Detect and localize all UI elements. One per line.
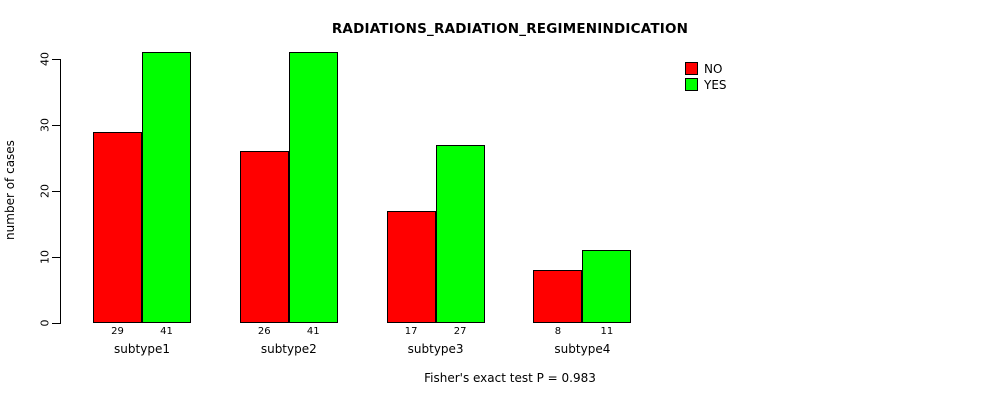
bar-no-subtype1 (93, 131, 142, 323)
y-tick-label: 30 (38, 118, 52, 132)
bar-yes-subtype4 (582, 250, 632, 323)
category-label-subtype4: subtype4 (554, 342, 611, 356)
value-label-yes-subtype4: 11 (600, 326, 614, 337)
y-tick (52, 323, 60, 324)
y-tick (52, 191, 60, 192)
legend-label-no: NO (704, 61, 723, 76)
y-tick (52, 257, 60, 258)
value-label-no-subtype3: 17 (404, 326, 418, 337)
legend-label-yes: YES (704, 77, 727, 92)
bar-yes-subtype2 (288, 52, 338, 323)
y-axis-line (60, 59, 61, 324)
chart-title: RADIATIONS_RADIATION_REGIMENINDICATION (331, 21, 689, 37)
value-label-yes-subtype2: 41 (306, 326, 320, 337)
bar-yes-subtype1 (142, 52, 191, 323)
y-tick-label: 0 (38, 319, 52, 327)
bar-no-subtype4 (533, 270, 583, 323)
value-label-no-subtype2: 26 (257, 326, 271, 337)
footer-note: Fisher's exact test P = 0.983 (424, 371, 596, 385)
value-label-yes-subtype3: 27 (453, 326, 467, 337)
value-label-yes-subtype1: 41 (160, 326, 173, 337)
value-label-no-subtype4: 8 (554, 326, 562, 337)
category-label-subtype2: subtype2 (260, 342, 317, 356)
legend-swatch-no (685, 62, 698, 75)
bar-yes-subtype3 (435, 144, 485, 323)
legend: NO YES (685, 61, 727, 93)
bar-no-subtype2 (239, 151, 289, 323)
legend-swatch-yes (685, 78, 698, 91)
y-tick (52, 125, 60, 126)
legend-item-yes: YES (685, 77, 727, 92)
y-axis-label: number of cases (3, 140, 17, 240)
y-tick-label: 20 (38, 184, 52, 198)
value-label-no-subtype1: 29 (111, 326, 124, 337)
bar-no-subtype3 (386, 210, 436, 323)
category-label-subtype1: subtype1 (114, 342, 170, 356)
y-tick-label: 40 (38, 52, 52, 66)
category-label-subtype3: subtype3 (407, 342, 464, 356)
y-tick-label: 10 (38, 250, 52, 264)
y-tick (52, 59, 60, 60)
legend-item-no: NO (685, 61, 727, 76)
